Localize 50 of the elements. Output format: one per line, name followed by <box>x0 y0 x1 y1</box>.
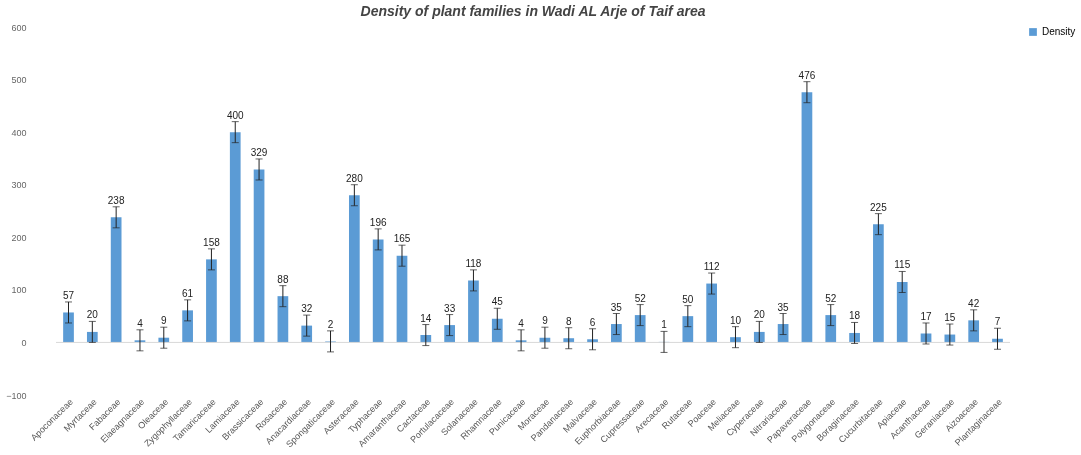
data-label: 329 <box>250 146 268 158</box>
data-label: 158 <box>203 236 221 248</box>
data-label: 52 <box>825 292 837 304</box>
data-label: 20 <box>753 309 766 321</box>
data-label: 42 <box>968 297 980 309</box>
data-label: 61 <box>182 287 194 299</box>
data-label: 225 <box>870 201 888 213</box>
y-tick-label: 100 <box>11 285 27 296</box>
y-tick-label: 200 <box>11 232 27 243</box>
data-label: 88 <box>277 273 289 285</box>
data-label: 35 <box>610 301 623 313</box>
data-label: 4 <box>518 317 525 329</box>
data-label: 196 <box>369 216 387 228</box>
y-tick-label: 300 <box>11 180 27 191</box>
data-label: 4 <box>137 317 144 329</box>
data-label: 1 <box>661 319 668 331</box>
data-label: 10 <box>729 314 742 326</box>
data-label: 32 <box>301 303 313 315</box>
data-label: 45 <box>491 296 504 308</box>
data-label: 115 <box>894 259 911 271</box>
data-label: 476 <box>798 69 816 81</box>
data-label: 9 <box>542 315 549 327</box>
y-tick-label: 400 <box>11 127 27 138</box>
y-tick-label: 0 <box>21 337 27 348</box>
data-label: 118 <box>465 257 482 269</box>
data-label: 57 <box>62 289 75 301</box>
data-label: 165 <box>393 233 411 245</box>
data-label: 52 <box>634 292 647 304</box>
data-label: 17 <box>920 310 933 322</box>
y-tick-label: 500 <box>11 75 27 86</box>
data-label: 20 <box>86 309 99 321</box>
y-tick-label: 600 <box>11 22 27 33</box>
data-label: 2 <box>327 318 334 330</box>
data-label: 18 <box>849 310 861 322</box>
data-label: 8 <box>565 315 572 327</box>
data-label: 238 <box>107 194 125 206</box>
data-label: 280 <box>346 172 364 184</box>
data-label: 6 <box>589 316 596 328</box>
data-label: 50 <box>682 293 694 305</box>
data-label: 112 <box>703 261 721 273</box>
data-label: 15 <box>944 312 956 324</box>
data-label: 33 <box>444 302 456 314</box>
data-label: 9 <box>161 315 168 327</box>
data-label: 35 <box>777 301 790 313</box>
data-label: 7 <box>994 316 1001 328</box>
data-label: 14 <box>420 312 432 324</box>
data-label: 400 <box>226 109 245 121</box>
y-tick-label: −100 <box>6 390 27 401</box>
chart-title: Density of plant families in Wadi AL Arje of Taif area <box>360 3 706 19</box>
legend-label: Density <box>1042 26 1076 37</box>
